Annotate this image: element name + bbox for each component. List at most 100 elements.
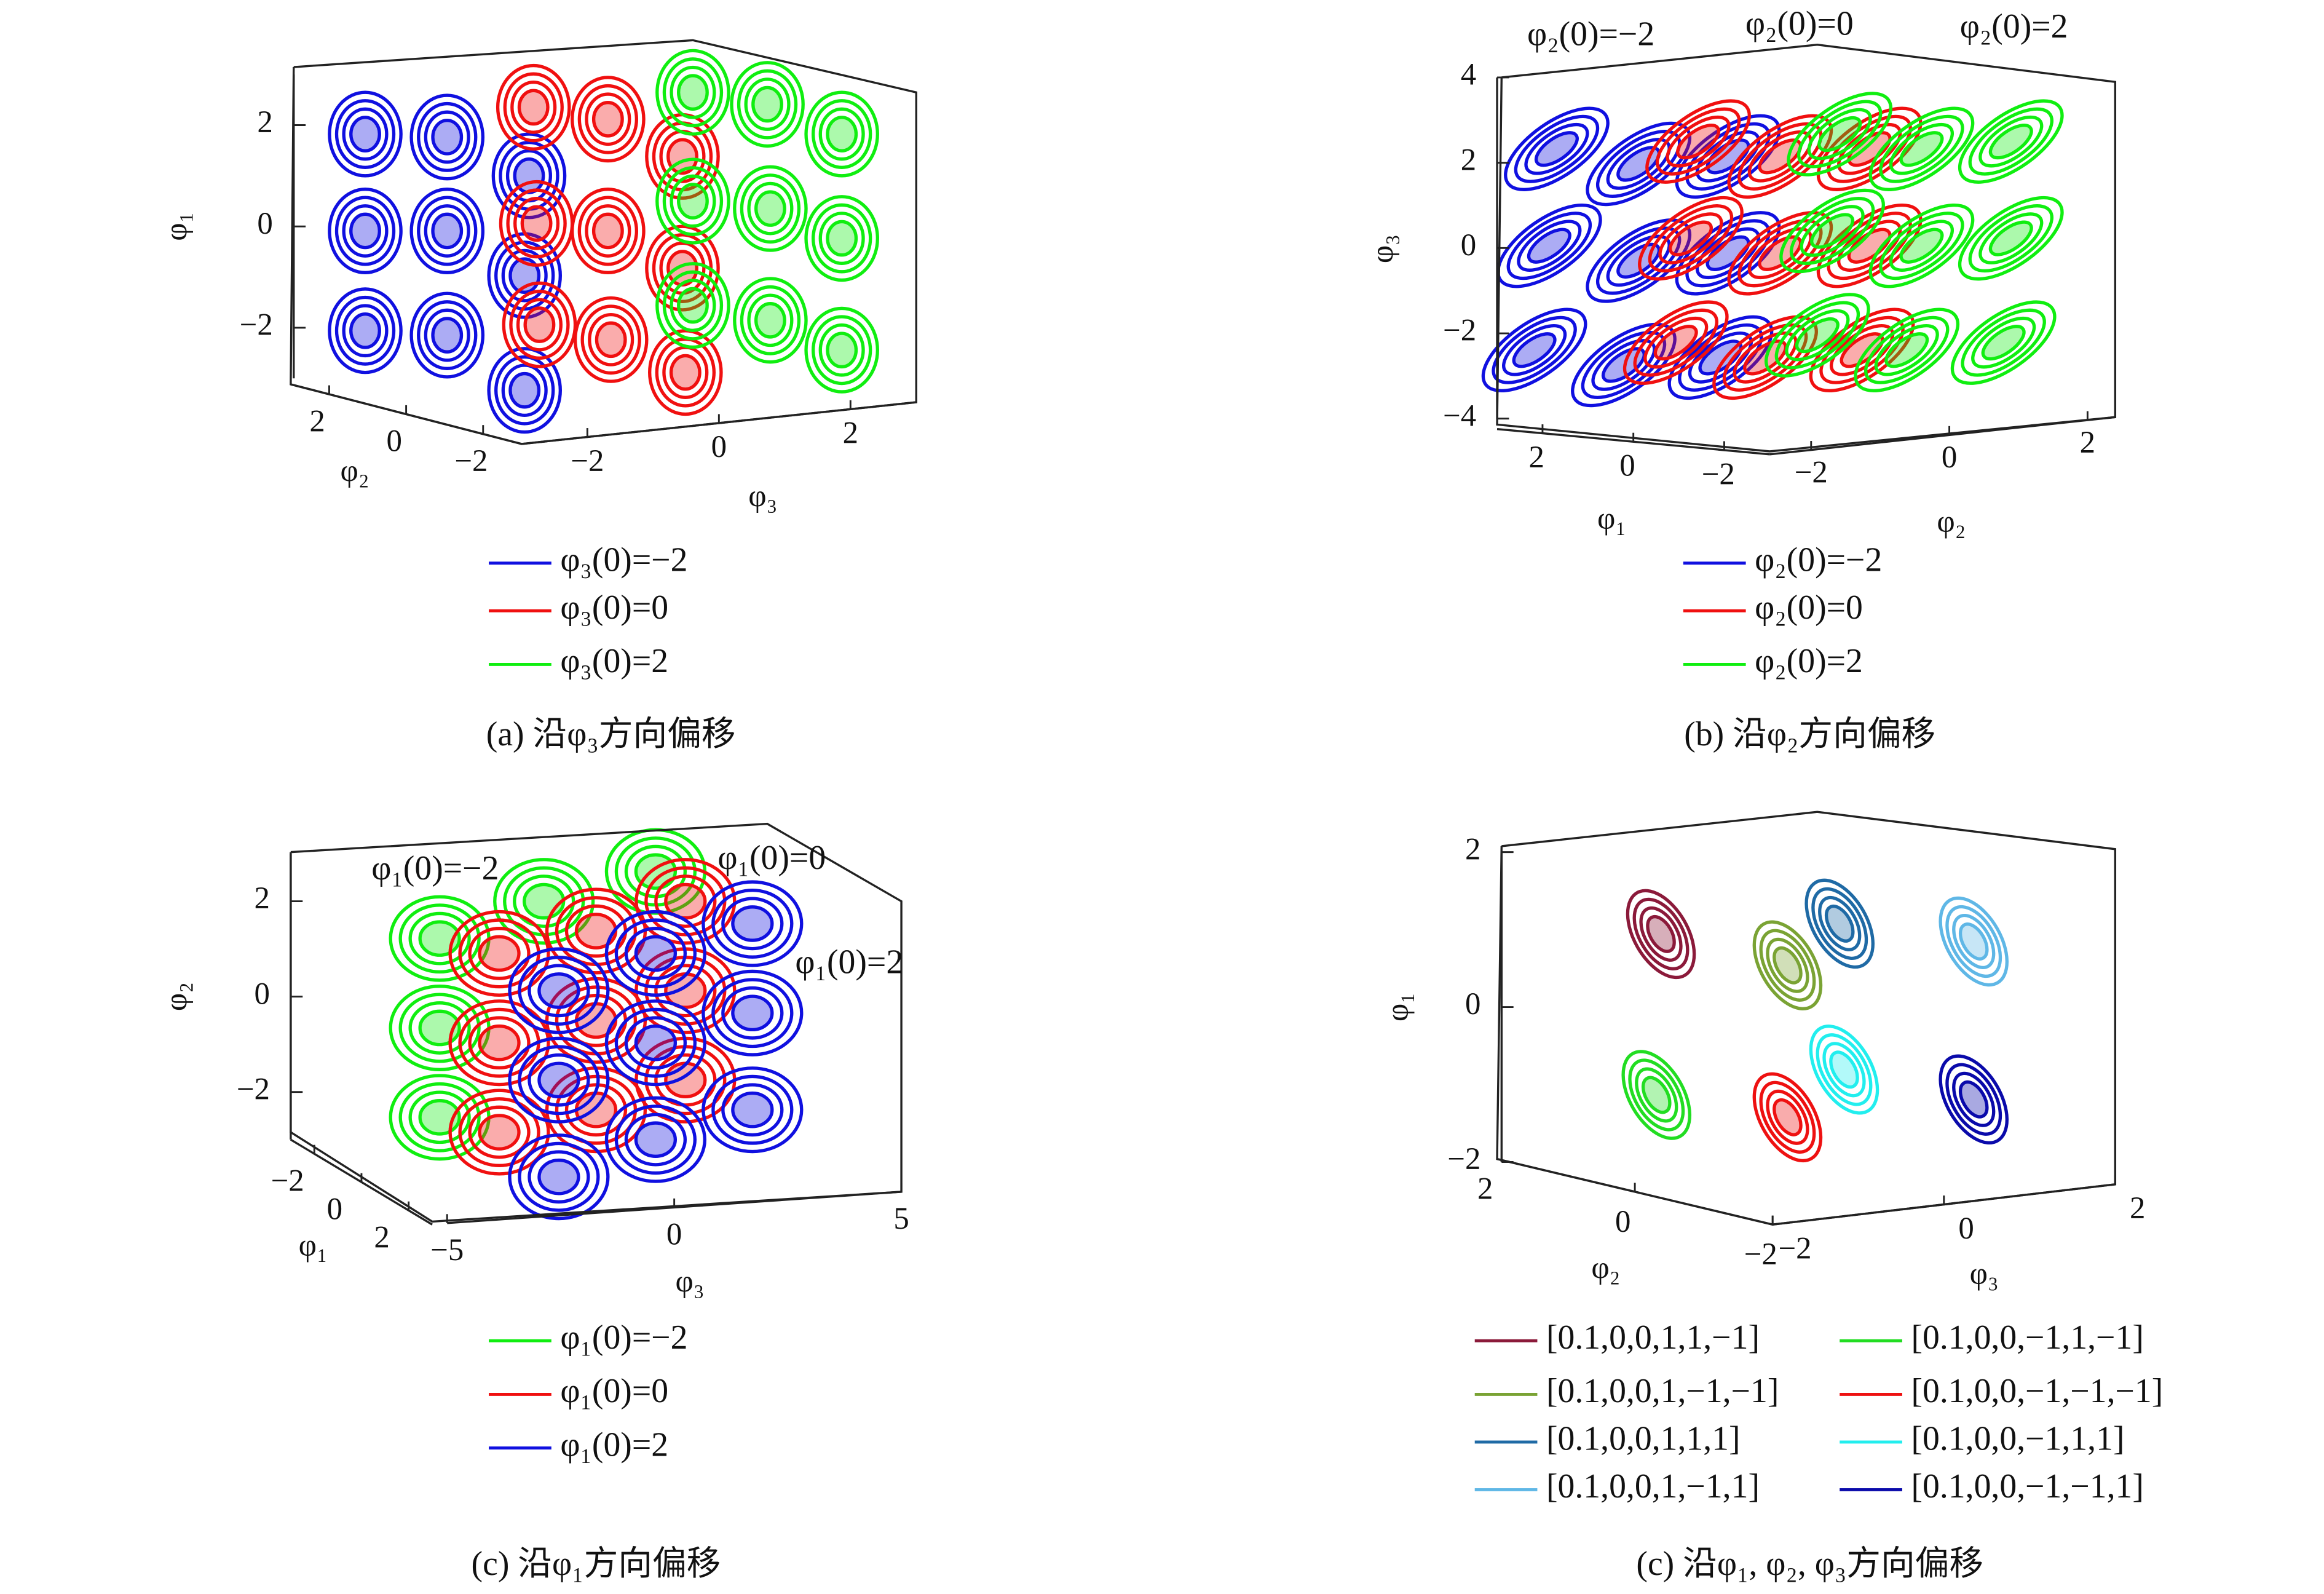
attractor-orbit xyxy=(508,371,541,409)
attractor-orbit xyxy=(1733,331,1798,384)
attractor-orbit xyxy=(1633,308,1718,377)
attractor-orbit xyxy=(1628,1058,1685,1132)
attractor-orbit xyxy=(491,132,567,220)
attractor-orbit xyxy=(1658,212,1723,264)
attractor-orbit xyxy=(417,196,478,266)
attractor-orbit xyxy=(574,913,618,950)
attractor-orbit xyxy=(1773,946,1803,985)
attractor-orbit xyxy=(349,312,381,349)
attractor-orbit xyxy=(564,1083,628,1137)
x-axis-label: φ₃ xyxy=(676,1264,705,1299)
attractor-orbit xyxy=(573,296,649,383)
legend-label: [0.1,0,0,−1,1,−1] xyxy=(1911,1318,2143,1357)
attractor-orbit xyxy=(1800,205,1865,257)
y-tick-label: 2 xyxy=(1477,1172,1493,1207)
y-axis-label: φ₂ xyxy=(1591,1251,1620,1285)
attractor-orbit xyxy=(328,90,403,178)
attractor-orbit xyxy=(655,49,730,136)
x-tick-label: 0 xyxy=(1958,1211,1974,1246)
attractor-orbit xyxy=(518,955,600,1026)
x-axis-label: φ₂ xyxy=(1937,504,1966,539)
attractor-orbit xyxy=(408,1090,471,1144)
attractor-orbit xyxy=(1747,227,1812,280)
attractor-orbit xyxy=(1958,922,1989,961)
attractor-orbit xyxy=(604,1096,706,1183)
attractor-orbit xyxy=(478,1024,521,1061)
attractor-orbit xyxy=(431,317,464,354)
attractor-orbit xyxy=(664,882,707,920)
attractor-orbit xyxy=(654,874,717,928)
attractor-orbit xyxy=(1675,114,1781,199)
attractor-orbit xyxy=(1645,99,1751,184)
attractor-orbit xyxy=(634,1024,678,1061)
annotation: φ₂(0)=−2 xyxy=(1527,15,1654,53)
attractor-orbit xyxy=(1759,929,1816,1002)
attractor-orbit xyxy=(571,187,646,274)
attractor-orbit xyxy=(1809,1025,1879,1115)
attractor-orbit xyxy=(721,897,784,951)
attractor-orbit xyxy=(747,293,794,347)
attractor-orbit xyxy=(1626,889,1696,980)
attractor-orbit xyxy=(654,964,717,1018)
attractor-orbit xyxy=(448,1088,550,1176)
y-tick-label: 0 xyxy=(387,424,402,459)
attractor-orbit xyxy=(1646,914,1676,953)
attractor-orbit xyxy=(1879,114,1964,183)
attractor-orbit xyxy=(730,61,805,148)
attractor-orbit xyxy=(731,905,774,942)
legend-label: [0.1,0,0,1,−1,1] xyxy=(1546,1467,1760,1505)
legend-label: [0.1,0,0,−1,−1,1] xyxy=(1911,1467,2143,1505)
attractor-orbit xyxy=(1648,204,1734,273)
attractor-orbit xyxy=(1632,897,1690,970)
attractor-orbit xyxy=(624,926,687,980)
z-tick-label: 0 xyxy=(257,207,272,241)
attractor-orbit xyxy=(502,281,577,368)
attractor-orbit xyxy=(508,1036,610,1124)
attractor-orbit xyxy=(537,1061,580,1099)
attractor-orbit xyxy=(1968,204,2054,273)
attractor-orbit xyxy=(721,1083,784,1137)
annotation: φ₁(0)=2 xyxy=(795,943,903,981)
attractor-orbit xyxy=(812,99,872,169)
annotation: φ₂(0)=0 xyxy=(1745,4,1854,42)
attractor-orbit xyxy=(804,90,879,178)
attractor-orbit xyxy=(804,306,879,394)
attractor-orbit xyxy=(1796,100,1883,169)
attractor-orbit xyxy=(1811,887,1868,961)
attractor-orbit xyxy=(733,277,808,364)
attractor-orbit xyxy=(677,287,709,324)
attractor-orbit xyxy=(1774,301,1860,370)
z-tick-label: 2 xyxy=(255,881,270,916)
z-tick-label: −2 xyxy=(1443,314,1476,348)
attractor-orbit xyxy=(1514,114,1600,183)
x-tick-label: 0 xyxy=(666,1217,682,1251)
attractor-orbit xyxy=(518,1045,600,1116)
attractor-orbit xyxy=(1785,309,1850,362)
attractor-orbit xyxy=(448,999,550,1087)
attractor-orbit xyxy=(518,1141,600,1212)
attractor-orbit xyxy=(509,290,570,360)
attractor-orbit xyxy=(417,300,478,370)
attractor-orbit xyxy=(731,1091,774,1128)
attractor-orbit xyxy=(528,1053,590,1107)
attractor-orbit xyxy=(585,204,631,258)
attractor-orbit xyxy=(1981,325,2026,361)
x-axis xyxy=(1769,416,2116,456)
attractor-orbit xyxy=(349,116,381,153)
attractor-orbit xyxy=(1807,108,1872,161)
attractor-orbit xyxy=(740,285,801,355)
attractor-orbit xyxy=(1517,220,1582,272)
x-tick-label: 2 xyxy=(2130,1191,2145,1226)
attractor-orbit xyxy=(448,910,550,997)
attractor-orbit xyxy=(1945,905,2002,978)
attractor-orbit xyxy=(1952,913,1996,969)
y-tick-label: 2 xyxy=(1529,440,1544,475)
y-axis-label: φ₁ xyxy=(299,1229,328,1263)
attractor-orbit xyxy=(1978,115,2044,168)
attractor-orbit xyxy=(409,291,485,379)
z-tick-label: 2 xyxy=(1461,143,1476,177)
attractor-orbit xyxy=(591,212,624,250)
attractor-orbit xyxy=(677,74,709,111)
attractor-orbit xyxy=(520,205,553,242)
legend-label: [0.1,0,0,1,1,−1] xyxy=(1546,1318,1760,1357)
